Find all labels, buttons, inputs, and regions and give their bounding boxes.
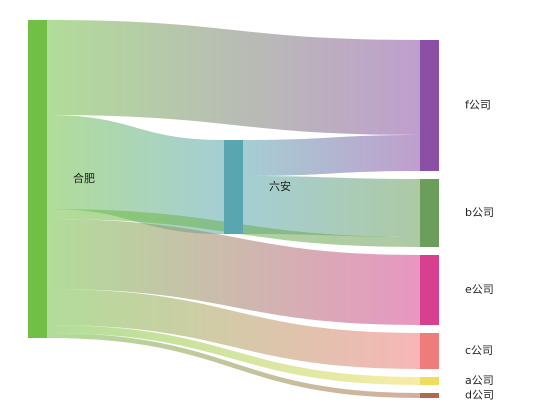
node-label: b公司 xyxy=(465,206,494,219)
node xyxy=(420,40,439,171)
node-label: 合肥 xyxy=(73,171,95,185)
link xyxy=(47,289,420,369)
node-label: d公司 xyxy=(465,389,494,402)
node xyxy=(420,179,439,247)
link xyxy=(47,325,420,385)
node-label: a公司 xyxy=(465,374,494,387)
link xyxy=(243,135,420,176)
node xyxy=(224,140,243,234)
link xyxy=(47,20,420,135)
node-label: c公司 xyxy=(465,344,493,357)
node-label: f公司 xyxy=(465,99,491,112)
links xyxy=(47,20,420,398)
node xyxy=(420,255,439,325)
link xyxy=(47,333,420,398)
node xyxy=(28,20,47,338)
link xyxy=(47,219,420,325)
node xyxy=(420,333,439,369)
node xyxy=(420,393,439,398)
node-label: 六安 xyxy=(269,179,291,193)
link xyxy=(47,115,224,234)
node xyxy=(420,377,439,385)
link xyxy=(243,176,420,237)
node-label: e公司 xyxy=(465,283,494,296)
